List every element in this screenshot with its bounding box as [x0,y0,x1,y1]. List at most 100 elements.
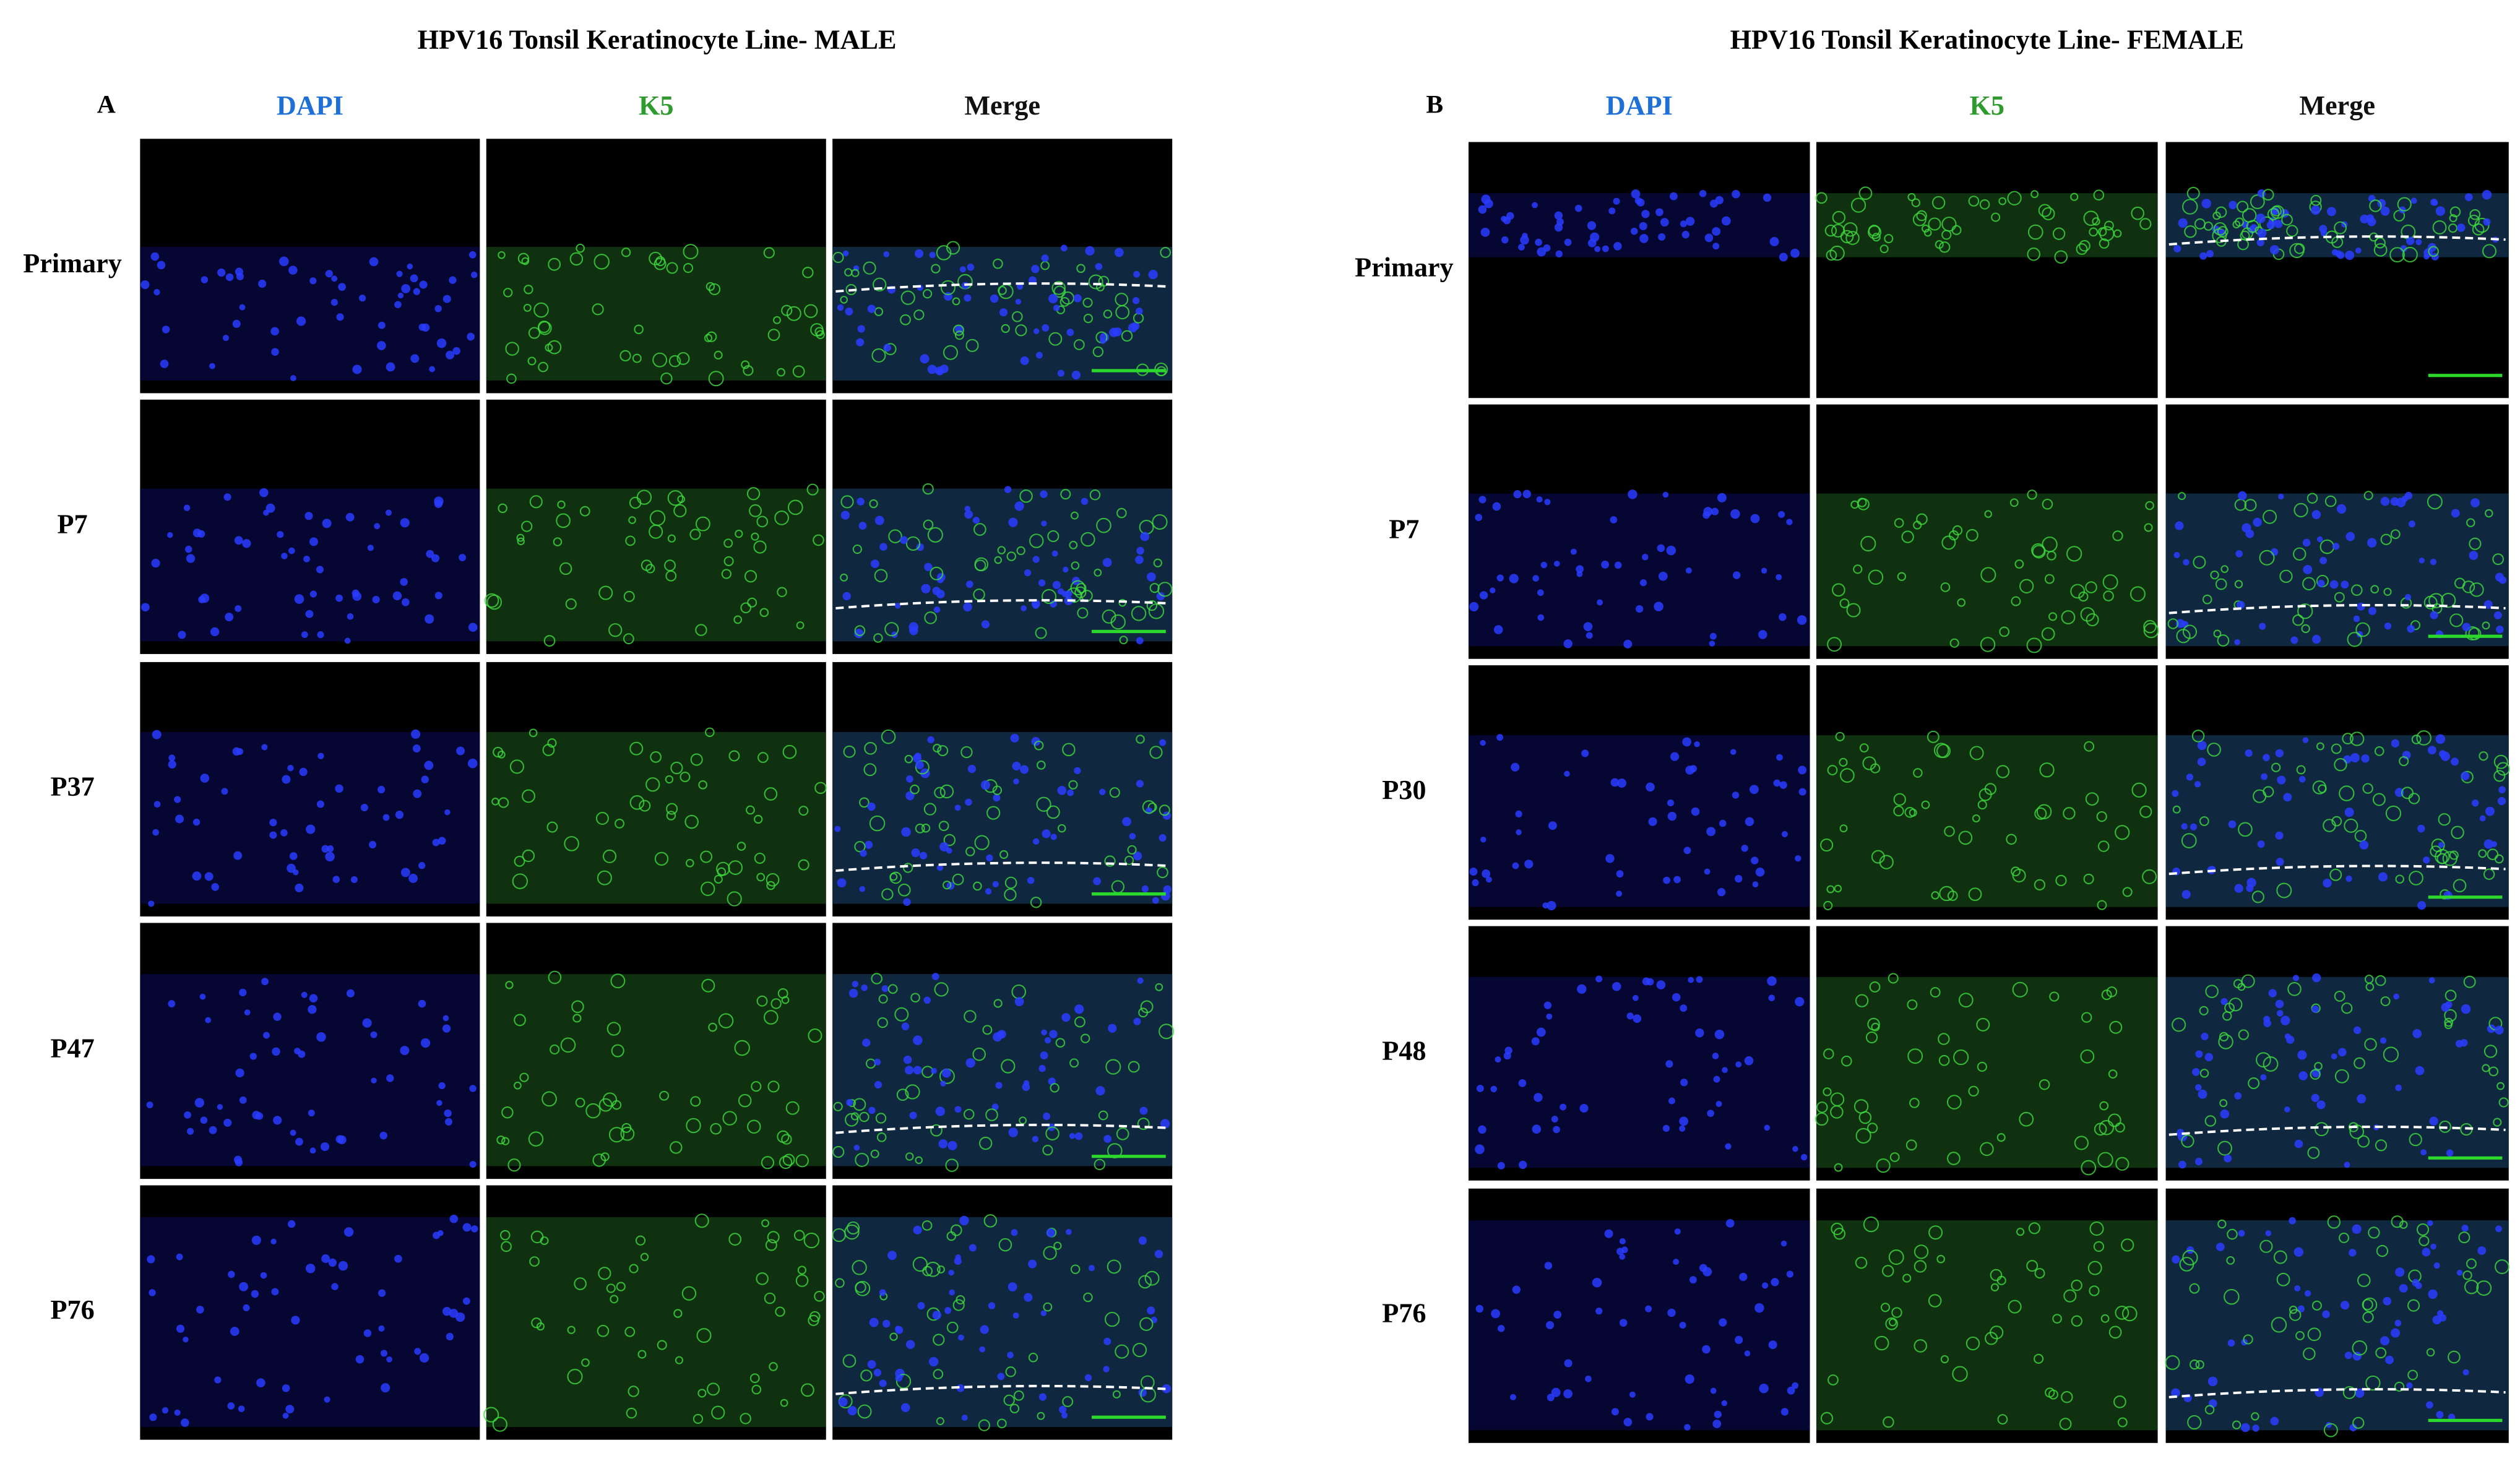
k5-cell [2303,1347,2316,1361]
k5-cell [982,1025,993,1035]
k5-cell [521,520,533,532]
nucleus [2199,252,2207,260]
k5-cell [547,340,562,355]
k5-cell [1070,511,1079,520]
k5-cell [1902,1274,1912,1283]
k5-cell [1871,233,1881,242]
k5-cell [2395,874,2404,884]
nucleus [306,824,316,834]
k5-cell [548,970,562,985]
nucleus [1504,1046,1512,1054]
tissue-stain [486,247,826,381]
micrograph [1816,1188,2158,1443]
nucleus [1602,245,1609,252]
nucleus [1133,851,1142,861]
nucleus [1613,242,1622,251]
nucleus [308,1005,317,1014]
nucleus [420,1038,431,1048]
row-label: P7 [1389,514,1419,544]
k5-cell [1928,1294,1942,1308]
nucleus [325,270,333,278]
k5-cell [1868,225,1880,237]
nucleus [1061,1013,1071,1022]
k5-cell [2041,627,2055,641]
nucleus [1703,507,1713,517]
nucleus [2412,1028,2422,1038]
nucleus [1755,868,1765,877]
nucleus [1071,370,1081,380]
nucleus [444,809,451,816]
nucleus [2289,1217,2296,1225]
tissue-stain [140,1217,480,1428]
k5-cell [585,1103,601,1119]
k5-cell [770,998,782,1009]
nucleus [2238,491,2247,501]
nucleus [1563,639,1573,649]
tissue-stain [2165,493,2509,647]
nucleus [1501,236,1509,244]
nucleus [2266,220,2276,230]
k5-cell [2202,594,2212,605]
k5-cell [1137,1118,1150,1130]
nucleus [1634,197,1642,204]
k5-cell [1882,1265,1894,1277]
micrograph-bg [2165,142,2509,399]
nucleus [294,594,304,604]
nucleus [967,764,977,774]
nucleus [964,510,973,519]
k5-cell [2222,1011,2232,1021]
nucleus [1570,548,1577,555]
nucleus [1628,489,1638,499]
k5-cell [859,1111,869,1123]
k5-cell [798,859,809,871]
nucleus [272,1047,280,1056]
nucleus [394,1254,402,1263]
nucleus [1608,207,1616,215]
k5-cell [2263,786,2274,798]
nucleus [1646,1413,1654,1421]
k5-cell [1074,339,1085,350]
nucleus [442,1306,452,1316]
nucleus [378,785,386,794]
k5-cell [877,1017,888,1028]
k5-cell [2409,1132,2422,1147]
k5-cell [695,516,710,532]
k5-cell [905,1152,914,1161]
k5-cell [808,1314,819,1326]
k5-cell [1832,583,1845,597]
k5-cell [629,795,645,810]
k5-cell [2014,559,2024,569]
nucleus [235,605,242,612]
k5-cell [2101,989,2112,1001]
nucleus [309,277,317,285]
k5-cell [1112,1390,1121,1399]
k5-cell [2103,590,2114,601]
nucleus [2415,1066,2425,1075]
nucleus [1656,980,1666,989]
nucleus [301,631,308,638]
k5-cell [2354,1057,2365,1069]
nucleus [874,515,884,525]
nucleus [868,1106,876,1114]
nucleus [183,1336,189,1343]
nucleus [903,1055,912,1064]
nucleus [419,280,428,289]
k5-cell [2494,854,2504,864]
k5-cell [736,842,746,851]
k5-cell [1968,887,1982,902]
k5-cell [2078,591,2089,602]
nucleus [905,1340,915,1350]
nucleus [847,1406,857,1416]
nucleus [2228,820,2237,829]
nucleus [1604,1229,1613,1238]
nucleus [290,1129,296,1136]
k5-cell [924,611,937,624]
k5-cell [2352,1340,2368,1356]
nucleus [2293,1247,2303,1257]
nucleus [2261,773,2268,780]
nucleus [321,1254,330,1264]
nucleus [2469,551,2479,560]
k5-cell [1879,244,1889,254]
k5-cell [2117,1417,2128,1428]
nucleus [1735,1335,1743,1344]
